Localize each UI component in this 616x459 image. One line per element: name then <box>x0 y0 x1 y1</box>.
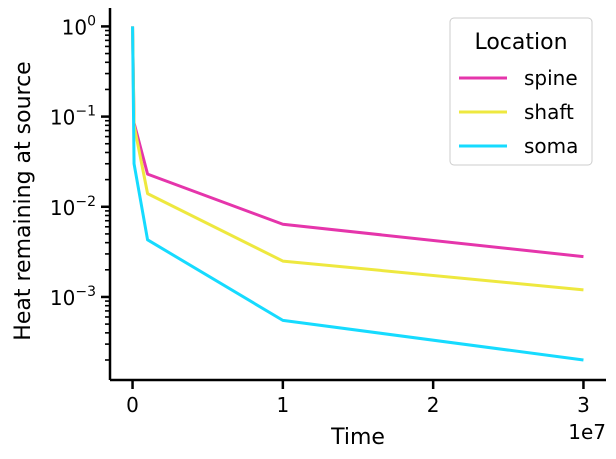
x-offset-label: 1e7 <box>568 420 606 444</box>
legend-entries: spine shaft soma <box>459 66 578 158</box>
series-layer <box>131 26 584 362</box>
ticks-layer: 0 1 2 3 100 10−1 10−2 10−3 <box>50 13 590 417</box>
y-axis-label: Heat remaining at source <box>11 61 36 340</box>
legend: Location spine shaft soma <box>449 17 593 166</box>
y-tick-label: 10−2 <box>50 194 96 220</box>
legend-label-shaft: shaft <box>524 100 574 124</box>
legend-box <box>449 17 593 166</box>
x-axis-label: Time <box>330 425 385 450</box>
y-tick-label: 10−1 <box>50 104 96 130</box>
legend-label-soma: soma <box>524 134 578 158</box>
x-tick-label: 3 <box>577 393 590 417</box>
legend-title: Location <box>474 30 567 55</box>
y-tick-label: 10−3 <box>50 284 96 310</box>
x-tick-label: 1 <box>276 393 289 417</box>
y-tick-label: 100 <box>62 13 96 39</box>
series-line-soma <box>131 26 584 362</box>
x-tick-label: 0 <box>126 393 139 417</box>
x-tick-label: 2 <box>427 393 440 417</box>
legend-label-spine: spine <box>524 66 578 90</box>
